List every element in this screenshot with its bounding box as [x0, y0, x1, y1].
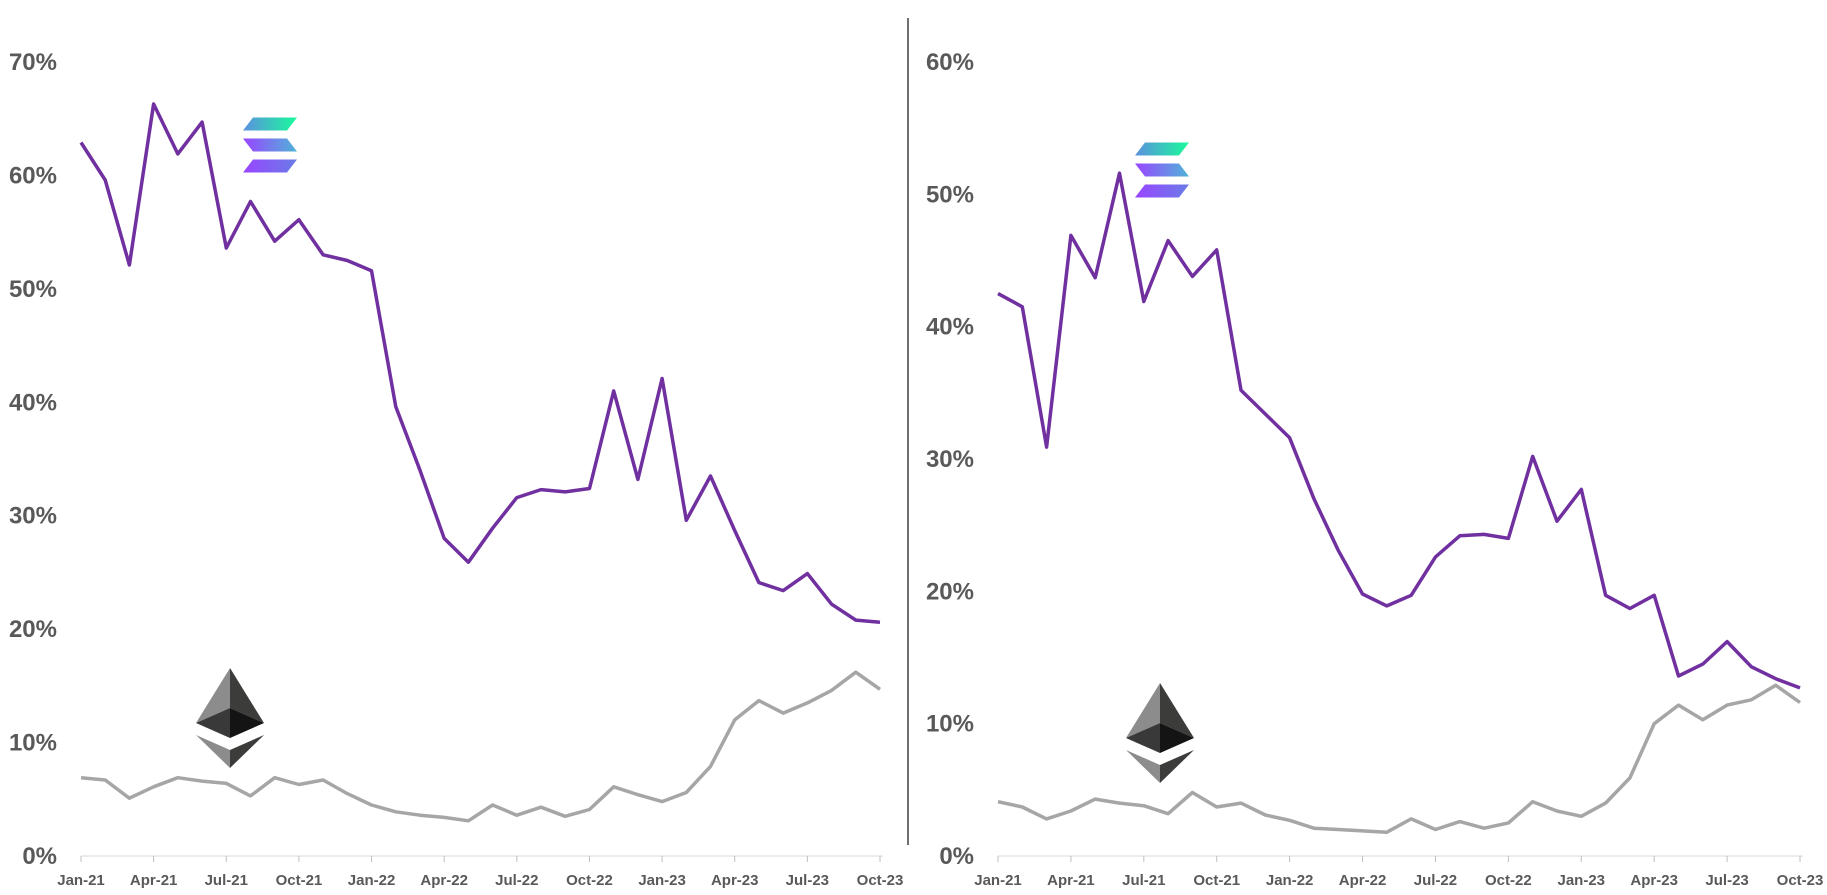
x-tick-label: Oct-21	[1193, 872, 1240, 889]
ethereum-series-line	[80, 670, 882, 823]
x-tick-label: Jul-23	[786, 872, 829, 889]
y-tick-label: 50%	[9, 276, 57, 303]
x-tick-label: Jan-22	[1266, 872, 1314, 889]
x-tick-label: Jul-21	[205, 872, 248, 889]
x-tick-label: Jan-22	[348, 872, 396, 889]
y-tick-label: 30%	[926, 446, 974, 473]
y-tick-label: 40%	[9, 389, 57, 416]
y-tick-label: 0%	[939, 843, 974, 870]
x-tick-label: Oct-21	[276, 872, 323, 889]
y-tick-label: 20%	[926, 578, 974, 605]
x-tick-label: Jan-23	[1558, 872, 1606, 889]
y-tick-label: 30%	[9, 503, 57, 530]
y-tick-label: 0%	[22, 843, 57, 870]
x-tick-label: Oct-23	[857, 872, 904, 889]
y-tick-label: 10%	[9, 730, 57, 757]
y-tick-label: 40%	[926, 314, 974, 341]
x-tick-label: Apr-22	[1339, 872, 1387, 889]
x-tick-label: Jan-23	[638, 872, 686, 889]
ethereum-logo-icon	[193, 668, 267, 768]
left-chart: 0% 10% 20% 30% 40% 50% 60% 70% Jan-21 Apr-21 Jul-2…	[9, 49, 903, 889]
x-tick-label: Jul-21	[1122, 872, 1165, 889]
y-tick-label: 70%	[9, 49, 57, 76]
x-tick-label: Jan-21	[974, 872, 1022, 889]
y-tick-label: 10%	[926, 711, 974, 738]
y-tick-label: 20%	[9, 616, 57, 643]
x-tick-label: Oct-22	[1485, 872, 1532, 889]
x-tick-label: Apr-22	[420, 872, 468, 889]
x-tick-label: Apr-21	[130, 872, 178, 889]
x-tick-label: Apr-23	[1630, 872, 1678, 889]
x-tick-label: Jul-22	[495, 872, 538, 889]
y-tick-label: 60%	[926, 49, 974, 76]
solana-logo-icon	[1135, 142, 1189, 198]
ethereum-series-line	[997, 683, 1802, 834]
x-tick-label: Apr-23	[711, 872, 759, 889]
x-tick-label: Jul-22	[1414, 872, 1457, 889]
solana-logo-icon	[243, 117, 297, 173]
x-tick-label: Jan-21	[57, 872, 105, 889]
x-tick-label: Apr-21	[1047, 872, 1095, 889]
solana-series-line	[997, 171, 1801, 690]
x-tick-label: Oct-23	[1777, 872, 1824, 889]
right-chart: 0% 10% 20% 30% 40% 50% 60% Jan-21 Apr-21 Jul-21 Oc…	[926, 49, 1823, 889]
y-tick-label: 50%	[926, 181, 974, 208]
ethereum-logo-icon	[1123, 683, 1197, 783]
solana-series-line	[79, 102, 881, 625]
x-tick-label: Jul-23	[1705, 872, 1748, 889]
y-tick-label: 60%	[9, 162, 57, 189]
x-tick-label: Oct-22	[566, 872, 613, 889]
